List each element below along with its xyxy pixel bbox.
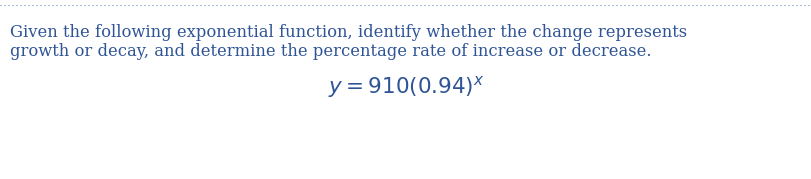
- Text: growth or decay, and determine the percentage rate of increase or decrease.: growth or decay, and determine the perce…: [10, 43, 650, 60]
- Text: Given the following exponential function, identify whether the change represents: Given the following exponential function…: [10, 24, 686, 41]
- Text: $y = 910(0.94)^{x}$: $y = 910(0.94)^{x}$: [328, 74, 483, 100]
